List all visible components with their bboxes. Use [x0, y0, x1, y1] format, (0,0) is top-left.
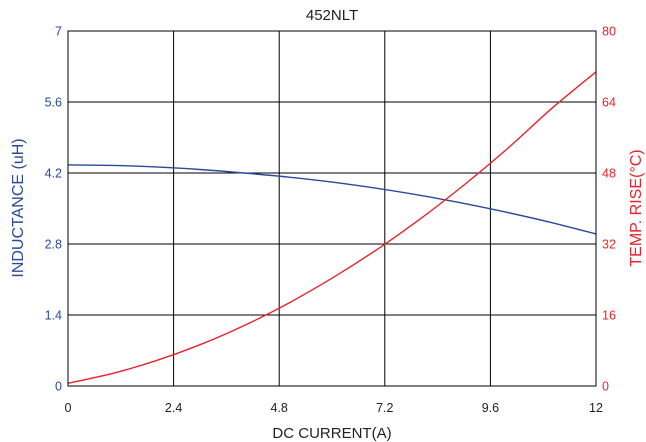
- grid: [68, 31, 596, 386]
- x-tick-label: 2.4: [165, 401, 182, 415]
- x-axis-label: DC CURRENT(A): [272, 425, 391, 442]
- y2-tick-label: 0: [602, 380, 609, 394]
- y-tick-label: 7: [55, 25, 62, 39]
- x-tick-label: 0: [65, 401, 72, 415]
- y-tick-label: 5.6: [45, 96, 62, 110]
- y2-tick-label: 48: [602, 167, 616, 181]
- y2-tick-label: 80: [602, 25, 616, 39]
- chart-title: 452NLT: [306, 7, 358, 24]
- x-tick-label: 12: [589, 401, 603, 415]
- temperature-rise-line: [67, 71, 597, 384]
- x-tick-label: 4.8: [271, 401, 288, 415]
- x-tick-label: 9.6: [482, 401, 499, 415]
- y-tick-label: 4.2: [45, 167, 62, 181]
- series-group: [67, 71, 597, 384]
- y2-tick-label: 32: [602, 238, 616, 252]
- inductance-line: [67, 164, 597, 235]
- y-tick-label: 2.8: [45, 238, 62, 252]
- tick-labels: 0 2.4 4.8 7.2 9.6 12 0 1.4 2.8 4.2 5.6 7 0 16 32 48 64 80: [45, 25, 616, 416]
- y2-tick-label: 64: [602, 96, 616, 110]
- y2-axis-label: TEMP. RISE(°C): [628, 149, 645, 266]
- plot-frame: [67, 30, 597, 387]
- y-axis-label: INDUCTANCE (uH): [10, 138, 27, 277]
- y-tick-label: 1.4: [45, 309, 62, 323]
- y2-tick-label: 16: [602, 309, 616, 323]
- y-tick-label: 0: [55, 380, 62, 394]
- x-tick-label: 7.2: [376, 401, 393, 415]
